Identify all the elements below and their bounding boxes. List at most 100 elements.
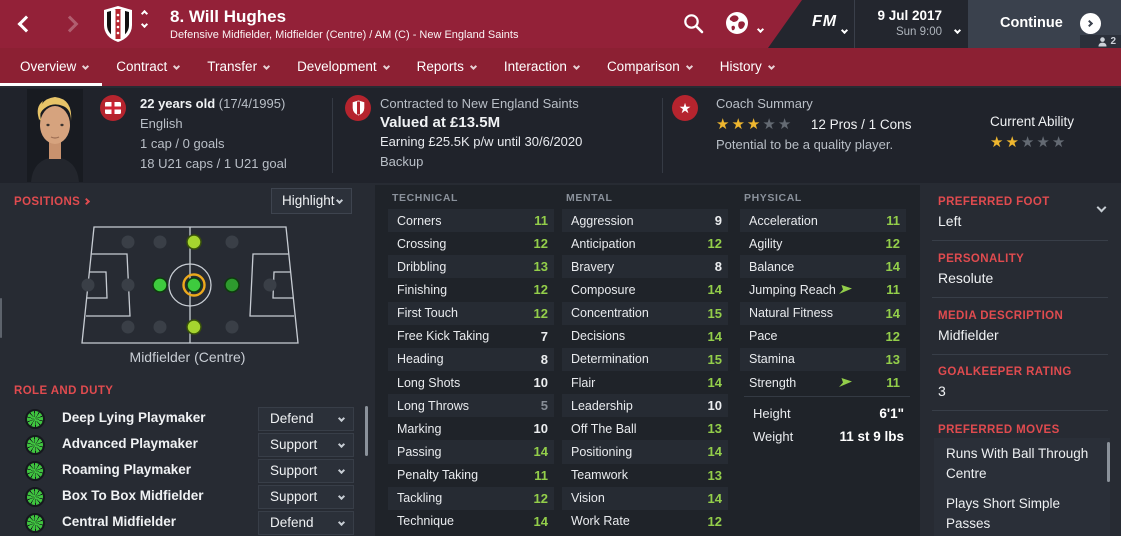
role-name: Deep Lying Playmaker <box>62 410 206 425</box>
attribute-name: Positioning <box>571 444 633 459</box>
attribute-row: Tackling 12 <box>388 486 554 510</box>
attributes-panel: TECHNICAL Corners 11 Crossing 12 Dribbling 13… <box>375 185 920 536</box>
attribute-row: Agility 12 <box>740 232 906 255</box>
role-suitability-pie-icon <box>25 409 45 429</box>
tab-reports[interactable]: Reports <box>403 48 490 86</box>
tab-overview[interactable]: Overview <box>0 48 103 86</box>
attribute-name: Decisions <box>571 329 626 344</box>
role-suitability-pie-icon <box>25 461 45 481</box>
position-caption: Midfielder (Centre) <box>129 349 246 365</box>
attribute-value: 12 <box>707 513 722 529</box>
forward-icon[interactable] <box>61 15 79 35</box>
media-description-value: Midfielder <box>938 327 999 343</box>
age-line: 22 years old (17/4/1995) <box>140 96 286 111</box>
attribute-value: 12 <box>707 236 722 252</box>
attribute-row: Balance 14 <box>740 255 906 279</box>
world-menu-chevron-icon[interactable] <box>756 19 765 37</box>
attribute-value: 14 <box>707 375 722 391</box>
position-dot-dark <box>224 277 240 293</box>
attribute-row: Decisions 14 <box>562 325 728 348</box>
preferred-move-item: Plays Short Simple Passes <box>946 495 1061 531</box>
attribute-name: Off The Ball <box>571 421 637 436</box>
duty-dropdown[interactable]: Defend <box>258 407 354 431</box>
attribute-value: 14 <box>885 259 900 275</box>
highlight-dropdown[interactable]: Highlight <box>271 188 352 214</box>
attribute-value: 10 <box>533 421 548 437</box>
attribute-value: 12 <box>533 305 548 321</box>
attribute-row: Anticipation 12 <box>562 232 728 255</box>
attribute-row: Penalty Taking 11 <box>388 464 554 487</box>
page-subtitle: Defensive Midfielder, Midfielder (Centre… <box>170 29 519 41</box>
personality-value: Resolute <box>938 270 994 286</box>
star-icon: ★ <box>777 116 794 133</box>
continue-arrow-icon <box>1080 13 1101 34</box>
duty-dropdown[interactable]: Support <box>258 459 354 483</box>
position-dot-gray <box>153 235 167 249</box>
role-row: Advanced Playmaker Support <box>0 433 375 459</box>
attribute-name: Anticipation <box>571 236 636 251</box>
positions-header[interactable]: POSITIONS <box>14 196 90 208</box>
attribute-row: Marking 10 <box>388 417 554 440</box>
attribute-row: Positioning 14 <box>562 440 728 464</box>
moves-scrollbar[interactable] <box>1107 442 1110 482</box>
star-icon: ★ <box>746 116 763 133</box>
roles-scrollbar[interactable] <box>365 406 368 456</box>
date-panel[interactable]: 9 Jul 2017 Sun 9:00 <box>854 0 968 48</box>
tab-comparison[interactable]: Comparison <box>593 48 706 86</box>
attribute-row: Off The Ball 13 <box>562 417 728 440</box>
tab-transfer[interactable]: Transfer <box>193 48 283 86</box>
attribute-name: Bravery <box>571 259 615 274</box>
attribute-row: Jumping Reach 11 <box>740 278 906 301</box>
role-row: Deep Lying Playmaker Defend <box>0 407 375 433</box>
attribute-name: Flair <box>571 375 596 390</box>
star-icon: ★ <box>731 116 747 133</box>
duty-dropdown[interactable]: Support <box>258 433 354 457</box>
club-crest-icon[interactable] <box>102 5 134 48</box>
continue-button[interactable]: Continue <box>968 0 1121 48</box>
date-chevron-icon <box>953 20 962 38</box>
attribute-value: 13 <box>885 351 900 367</box>
attribute-name: Agility <box>749 236 783 251</box>
attribute-name: First Touch <box>397 306 458 321</box>
goalkeeper-rating-value: 3 <box>938 383 946 399</box>
duty-dropdown[interactable]: Support <box>258 485 354 509</box>
player-summary-strip: 22 years old (17/4/1995) English 1 cap /… <box>0 88 1121 183</box>
attribute-value: 12 <box>533 282 548 298</box>
preferred-moves-header: PREFERRED MOVES <box>938 424 1060 436</box>
attribute-value: 11 <box>886 282 900 298</box>
attribute-value: 14 <box>707 328 722 344</box>
attribute-row: Leadership 10 <box>562 394 728 418</box>
tab-contract[interactable]: Contract <box>102 48 193 86</box>
fm-menu-chevron-icon[interactable] <box>840 20 849 38</box>
attribute-value: 10 <box>533 375 548 391</box>
role-name: Advanced Playmaker <box>62 436 198 451</box>
role-suitability-pie-icon <box>25 435 45 455</box>
attribute-row: Dribbling 13 <box>388 255 554 279</box>
attribute-row: Bravery 8 <box>562 255 728 279</box>
role-name: Central Midfielder <box>62 514 177 529</box>
attribute-value: 12 <box>533 490 548 506</box>
top-bar: 8. Will Hughes Defensive Midfielder, Mid… <box>0 0 1121 48</box>
divider <box>332 98 333 173</box>
search-icon[interactable] <box>683 13 704 39</box>
duty-dropdown[interactable]: Defend <box>258 511 354 535</box>
player-photo <box>27 89 83 182</box>
world-icon[interactable] <box>724 10 750 41</box>
weight-value: 11 st 9 lbs <box>839 429 904 444</box>
attribute-row: Strength 11 <box>740 371 906 394</box>
attribute-rising-arrow-icon <box>839 377 852 388</box>
attribute-name: Stamina <box>749 352 795 367</box>
tab-development[interactable]: Development <box>283 48 403 86</box>
fm-logo[interactable]: FM <box>812 13 838 30</box>
preferred-move-item: Runs With Ball Through Centre <box>946 446 1089 482</box>
preferred-foot-chevron-icon[interactable] <box>1096 198 1107 216</box>
tab-interaction[interactable]: Interaction <box>490 48 593 86</box>
tab-history[interactable]: History <box>706 48 788 86</box>
crest-cycle-icons[interactable] <box>140 9 149 29</box>
back-icon[interactable] <box>17 15 35 35</box>
position-dot-gray <box>121 320 135 334</box>
attribute-value: 15 <box>707 305 722 321</box>
attribute-value: 14 <box>707 490 722 506</box>
left-edge-scrollbar[interactable] <box>0 298 2 338</box>
